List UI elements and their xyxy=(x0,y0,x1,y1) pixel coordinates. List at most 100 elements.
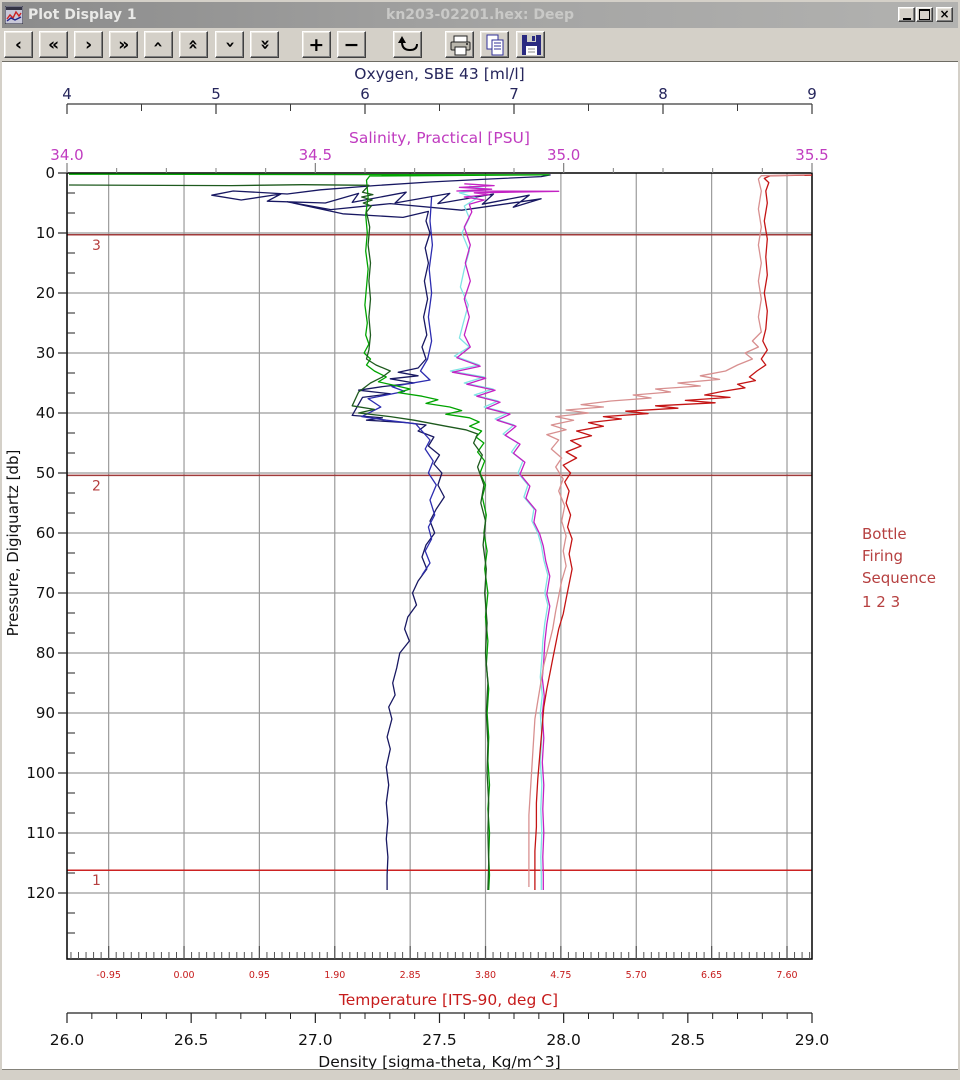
pressure-axis: 0 10 20 30 40 50 60 70 80 90 100 110 120 Pressure, Di… xyxy=(4,164,75,934)
undo-icon xyxy=(398,36,419,52)
save-icon xyxy=(521,35,541,55)
curve-salinity-primary xyxy=(449,185,549,890)
oxygen-tick-label: 4 xyxy=(62,85,72,103)
chevron-down-icon: ‹ xyxy=(219,41,240,49)
bottle-firing-legend: Bottle Firing Sequence 1 2 3 xyxy=(862,525,936,611)
series-oxygen-secondary xyxy=(528,174,805,887)
pressure-tick-label: 120 xyxy=(26,884,55,902)
temperature-tick-label: 2.85 xyxy=(400,970,421,981)
series-salinity-secondary xyxy=(451,183,560,890)
temperature-tick-label: 7.60 xyxy=(776,970,797,981)
temperature-tick-label: 3.80 xyxy=(475,970,496,981)
page-down-button[interactable]: « xyxy=(249,31,279,58)
pressure-tick-label: 50 xyxy=(36,464,55,482)
window-document-title: kn203-02201.hex: Deep xyxy=(386,7,574,23)
temperature-tick-label: 0.95 xyxy=(249,970,270,981)
pressure-tick-label: 110 xyxy=(26,824,55,842)
copy-button[interactable] xyxy=(480,31,510,58)
salinity-axis: 34.0 34.5 35.0 35.5 Salinity, Practical [PSU… xyxy=(50,129,829,173)
pressure-tick-label: 80 xyxy=(36,644,55,662)
toolbar: ‹ « › » ‹ « ‹ « + − xyxy=(2,28,958,62)
print-button[interactable] xyxy=(445,31,475,58)
series-salinity-primary xyxy=(449,185,549,890)
bottle-seq-label: 1 xyxy=(92,873,101,889)
scroll-left-button[interactable]: ‹ xyxy=(4,31,33,58)
close-button[interactable]: × xyxy=(936,7,953,22)
save-button[interactable] xyxy=(515,31,545,58)
double-chevron-up-icon: « xyxy=(183,39,204,50)
oxygen-tick-label: 5 xyxy=(211,85,221,103)
chevron-up-icon: ‹ xyxy=(148,40,169,48)
oxygen-axis-title: Oxygen, SBE 43 [ml/l] xyxy=(354,65,524,83)
window-bottom-border xyxy=(2,1069,958,1078)
scroll-right-button[interactable]: › xyxy=(74,31,104,58)
series-temperature-2-secondary xyxy=(68,184,490,891)
legend-line: Bottle xyxy=(862,525,907,543)
legend-line: Sequence xyxy=(862,569,936,587)
curve-temperature-secondary xyxy=(361,196,437,576)
salinity-axis-title: Salinity, Practical [PSU] xyxy=(349,129,530,147)
density-axis-title: Density [sigma-theta, Kg/m^3] xyxy=(318,1053,560,1070)
salinity-tick-label: 35.5 xyxy=(795,146,828,164)
pressure-tick-label: 60 xyxy=(36,524,55,542)
window-icon xyxy=(4,5,24,25)
curve-temperature-2-primary xyxy=(68,173,550,891)
pressure-axis-title: Pressure, Digiquartz [db] xyxy=(4,450,22,637)
temperature-axis: -0.95 0.00 0.95 1.90 2.85 3.80 4.75 5.70 6.65 7.6… xyxy=(70,946,811,1009)
salinity-tick-label: 34.5 xyxy=(299,146,332,164)
page-up-button[interactable]: « xyxy=(179,31,209,58)
temperature-tick-label: 5.70 xyxy=(626,970,647,981)
density-tick-label: 28.0 xyxy=(546,1031,581,1049)
pressure-tick-label: 90 xyxy=(36,704,55,722)
page-right-button[interactable]: » xyxy=(109,31,139,58)
density-axis: 26.0 26.5 27.0 27.5 28.0 28.5 29.0 Density [sig… xyxy=(50,1012,830,1070)
curve-salinity-secondary xyxy=(451,183,560,890)
window-title: Plot Display 1 xyxy=(28,7,137,23)
series-temperature-2-primary xyxy=(68,173,550,891)
oxygen-tick-label: 6 xyxy=(360,85,370,103)
close-icon: × xyxy=(939,7,950,21)
temperature-tick-label: 4.75 xyxy=(550,970,571,981)
titlebar[interactable]: Plot Display 1 kn203-02201.hex: Deep × xyxy=(2,2,958,28)
curve-temperature-2-secondary xyxy=(68,184,490,891)
temperature-tick-label: -0.95 xyxy=(96,970,121,981)
series-oxygen-primary xyxy=(534,174,813,890)
minimize-button[interactable] xyxy=(898,7,915,22)
chevron-right-icon: › xyxy=(85,34,93,55)
plot-frame xyxy=(66,172,813,960)
pressure-tick-label: 70 xyxy=(36,584,55,602)
pressure-tick-label: 100 xyxy=(26,764,55,782)
profile-plot: 3210102030405060708090100110120Pressure,… xyxy=(4,65,936,1070)
curve-oxygen-secondary xyxy=(528,174,805,887)
minus-icon: − xyxy=(343,33,360,56)
pressure-tick-label: 0 xyxy=(45,164,55,182)
density-tick-label: 26.5 xyxy=(174,1031,209,1049)
double-chevron-down-icon: « xyxy=(254,39,275,50)
maximize-button[interactable] xyxy=(916,7,933,22)
plot-client-area: 3 2 1 0 10 20 30 40 50 60 70 80 90 100 110 120 Pressure,… xyxy=(4,63,956,1070)
salinity-tick-label: 35.0 xyxy=(547,146,580,164)
undo-button[interactable] xyxy=(393,31,423,58)
density-tick-label: 27.5 xyxy=(422,1031,457,1049)
density-tick-label: 29.0 xyxy=(795,1031,830,1049)
density-tick-label: 26.0 xyxy=(50,1031,85,1049)
scroll-up-button[interactable]: ‹ xyxy=(144,31,174,58)
zoom-out-button[interactable]: − xyxy=(336,31,366,58)
minimize-icon xyxy=(902,17,911,20)
copy-icon xyxy=(486,34,504,56)
temperature-tick-label: 1.90 xyxy=(324,970,345,981)
pressure-tick-label: 40 xyxy=(36,404,55,422)
salinity-tick-label: 34.0 xyxy=(50,146,83,164)
series-temperature-secondary xyxy=(361,196,437,576)
legend-line: Firing xyxy=(862,547,903,565)
temperature-tick-label: 6.65 xyxy=(701,970,722,981)
maximize-icon xyxy=(919,9,930,20)
pressure-tick-label: 30 xyxy=(36,344,55,362)
zoom-in-button[interactable]: + xyxy=(301,31,331,58)
scroll-down-button[interactable]: ‹ xyxy=(214,31,244,58)
temperature-axis-title: Temperature [ITS-90, deg C] xyxy=(338,991,558,1009)
page-left-button[interactable]: « xyxy=(39,31,69,58)
window-controls: × xyxy=(897,7,953,22)
double-chevron-right-icon: » xyxy=(118,34,130,55)
